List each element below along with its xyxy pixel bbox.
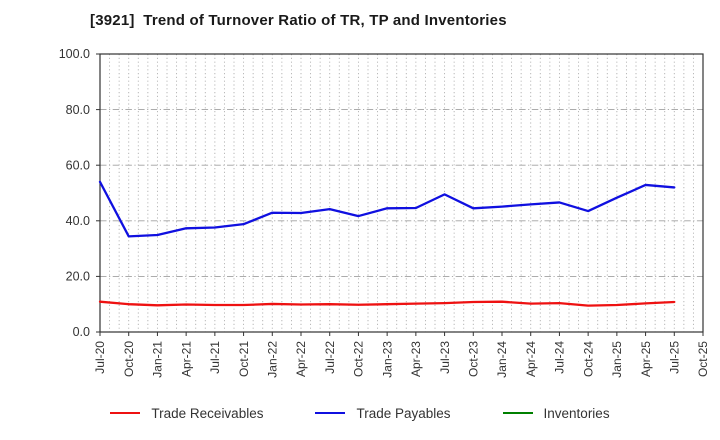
legend-item-trade-payables: Trade Payables [315,405,451,421]
x-tick-label: Oct-22 [352,341,366,377]
x-tick-label: Jul-22 [323,341,337,374]
y-tick-label: 80.0 [66,103,90,117]
x-tick-label: Oct-23 [466,341,480,377]
y-tick-label: 0.0 [73,325,90,339]
y-tick-label: 60.0 [66,158,90,172]
x-tick-label: Oct-24 [581,341,595,377]
x-tick-label: Jan-23 [380,341,394,378]
chart-title: [3921] Trend of Turnover Ratio of TR, TP… [90,12,507,29]
x-tick-label: Jul-20 [93,341,107,374]
legend-label-trade-receivables: Trade Receivables [151,405,264,421]
x-tick-label: Apr-23 [409,341,423,377]
x-tick-label: Apr-22 [294,341,308,377]
x-tick-label: Jan-24 [495,341,509,378]
x-tick-label: Apr-25 [639,341,653,377]
x-tick-label: Jul-24 [553,341,567,374]
y-tick-label: 20.0 [66,270,90,284]
legend-item-inventories: Inventories [502,405,610,421]
inventories-line-swatch-icon [502,412,533,414]
series-line-trade-receivables [98,300,676,307]
x-tick-label: Jan-22 [265,341,279,378]
series-line-trade-payables [98,180,676,238]
x-tick-label: Jul-21 [208,341,222,374]
y-tick-label: 100.0 [59,47,90,61]
x-tick-label: Apr-24 [524,341,538,377]
x-tick-label: Oct-25 [696,341,710,377]
x-tick-label: Jul-23 [438,341,452,374]
x-tick-label: Jan-25 [610,341,624,378]
x-tick-label: Oct-20 [122,341,136,377]
x-tick-label: Oct-21 [237,341,251,377]
x-tick-label: Jan-21 [151,341,165,378]
x-tick-label: Apr-21 [179,341,193,377]
legend-item-trade-receivables: Trade Receivables [110,406,263,421]
y-tick-label: 40.0 [66,214,90,228]
trade-payables-line-swatch-icon [315,412,346,414]
legend-label-trade-payables: Trade Payables [356,405,451,421]
trade-receivables-line-swatch-icon [110,412,141,414]
chart-legend: Trade Receivables Trade Payables Invento… [0,400,720,426]
plot-border [99,53,704,333]
legend-label-inventories: Inventories [543,405,610,421]
x-tick-label: Jul-25 [667,341,681,374]
